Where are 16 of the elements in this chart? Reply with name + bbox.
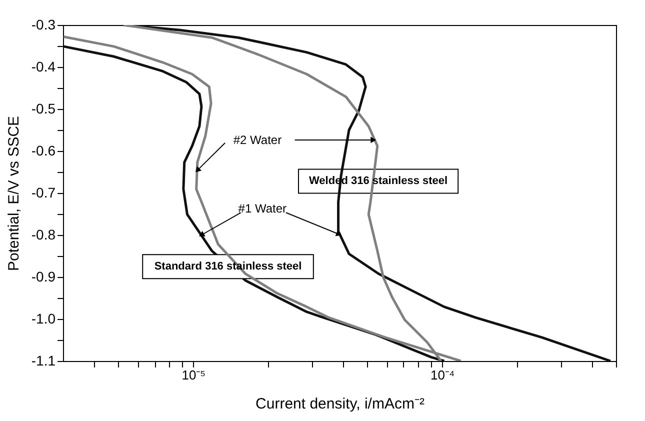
y-tick-label: -0.5 bbox=[31, 100, 56, 116]
annotation: #1 Water bbox=[238, 202, 287, 216]
y-tick-label: -0.9 bbox=[31, 268, 56, 284]
y-tick-label: -1.0 bbox=[31, 310, 56, 326]
y-tick-label: -0.7 bbox=[31, 184, 56, 200]
y-tick-label: -0.3 bbox=[31, 16, 56, 32]
annotation: #2 Water bbox=[233, 132, 282, 147]
y-tick-label: -1.1 bbox=[31, 352, 56, 368]
y-axis-title: Potential, E/V vs SSCE bbox=[5, 116, 22, 272]
x-tick-label: 10⁻⁴ bbox=[430, 368, 455, 382]
y-tick-label: -0.4 bbox=[31, 58, 56, 74]
x-tick-label: 10⁻⁵ bbox=[182, 368, 206, 382]
y-tick-label: -0.6 bbox=[31, 142, 56, 158]
y-tick-label: -0.8 bbox=[31, 226, 56, 242]
x-axis-title: Current density, i/mAcm⁻² bbox=[256, 396, 424, 412]
annotation: Standard 316 stainless steel bbox=[154, 260, 302, 273]
